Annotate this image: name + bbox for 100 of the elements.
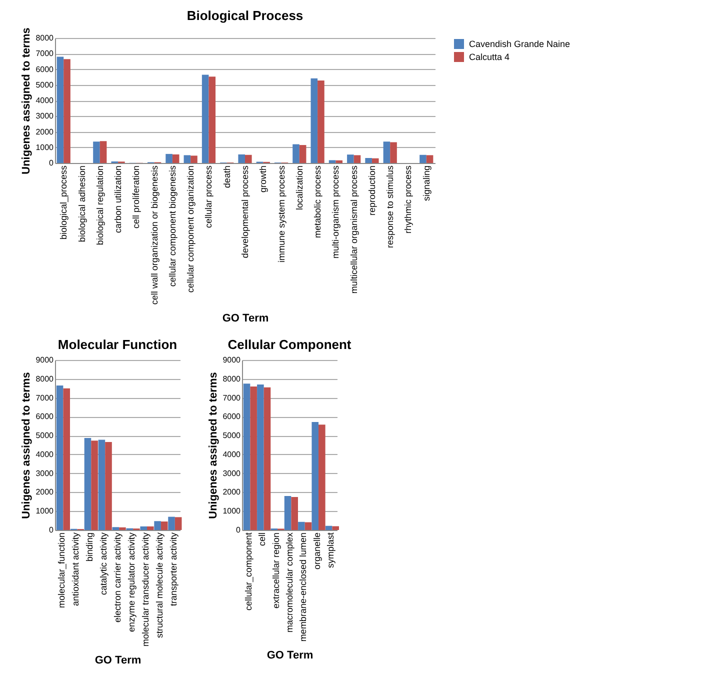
bar xyxy=(100,141,107,163)
y-tick-label: 2000 xyxy=(36,127,54,136)
x-tick-label: symplast xyxy=(326,532,336,568)
bar xyxy=(184,155,191,163)
bar xyxy=(238,154,245,163)
chart-title: Cellular Component xyxy=(228,337,352,352)
bar xyxy=(336,160,342,163)
y-tick-label: 3000 xyxy=(222,468,242,478)
bar xyxy=(190,156,198,163)
x-tick-label: transporter activity xyxy=(168,532,178,606)
y-tick-label: 5000 xyxy=(36,431,54,440)
y-tick-label: 6000 xyxy=(222,412,242,422)
y-tick-label: 3000 xyxy=(36,468,54,478)
bar xyxy=(154,521,161,530)
x-axis-title: GO Term xyxy=(222,312,269,325)
y-tick-label: 5000 xyxy=(222,431,242,440)
x-tick-label: localization xyxy=(294,166,304,210)
x-tick-label: binding xyxy=(84,532,95,562)
y-axis-title: Unigenes assigned to terms xyxy=(20,28,33,174)
bar xyxy=(64,59,70,163)
bar xyxy=(172,154,180,163)
x-tick-label: cellular component biogenesis xyxy=(167,165,178,287)
x-tick-label: structural molecule activity xyxy=(154,532,164,638)
bar xyxy=(98,440,106,530)
x-tick-label: electron carrier activity xyxy=(112,532,122,623)
x-axis-title: GO Term xyxy=(266,650,314,662)
x-tick-label: cellular process xyxy=(204,165,214,228)
x-tick-label: molecular_function xyxy=(56,532,67,608)
bar xyxy=(243,384,250,530)
y-tick-label: 7000 xyxy=(36,393,54,402)
x-tick-label: catalytic activity xyxy=(98,532,109,596)
x-tick-label: biological regulation xyxy=(94,166,105,246)
bar xyxy=(292,144,300,163)
bar xyxy=(119,527,126,530)
bar xyxy=(299,145,306,163)
bar xyxy=(325,526,332,530)
bar xyxy=(312,422,319,530)
y-tick-label: 0 xyxy=(49,526,54,534)
x-tick-label: extracellular region xyxy=(270,532,281,609)
chart-title: Molecular Function xyxy=(58,337,178,352)
bar xyxy=(310,78,318,163)
legend-label: Calcutta 4 xyxy=(469,52,510,62)
bar xyxy=(291,496,298,530)
y-tick-label: 0 xyxy=(49,158,54,168)
bar xyxy=(202,74,209,163)
bar xyxy=(257,384,264,530)
bar xyxy=(208,76,216,163)
bar xyxy=(298,522,305,530)
y-tick-label: 2000 xyxy=(222,488,242,497)
bar xyxy=(332,526,339,530)
y-tick-label: 0 xyxy=(236,526,242,534)
chart-title: Biological Process xyxy=(186,8,304,24)
y-tick-label: 8000 xyxy=(36,374,54,384)
x-tick-label: cellular_component xyxy=(243,532,254,611)
x-tick-label: cell xyxy=(257,532,268,546)
x-tick-label: death xyxy=(222,166,232,188)
bar xyxy=(140,526,147,530)
bar xyxy=(372,158,379,163)
bar xyxy=(318,424,326,530)
bar xyxy=(93,142,100,163)
bar xyxy=(347,154,354,163)
bar xyxy=(390,142,397,163)
bar xyxy=(56,386,64,530)
bar xyxy=(250,386,257,530)
y-axis-title: Unigenes assigned to terms xyxy=(208,372,220,519)
x-tick-label: developmental process xyxy=(240,165,250,258)
x-tick-label: membrane-enclosed lumen xyxy=(298,532,308,642)
y-tick-label: 5000 xyxy=(36,80,54,90)
y-tick-label: 7000 xyxy=(36,49,54,58)
bar xyxy=(420,154,426,163)
bar xyxy=(56,56,64,163)
bar xyxy=(426,155,434,163)
bar xyxy=(318,80,324,163)
bar xyxy=(245,154,252,163)
bar xyxy=(174,517,182,530)
x-tick-label: multicellular organismal process xyxy=(348,165,359,294)
x-tick-label: cell wall organization or biogenesis xyxy=(149,165,160,305)
y-axis-title: Unigenes assigned to terms xyxy=(20,372,33,519)
bar xyxy=(354,155,361,163)
bar xyxy=(91,440,98,530)
bar xyxy=(105,442,112,530)
x-tick-label: signaling xyxy=(421,166,432,202)
y-tick-label: 8000 xyxy=(36,34,54,42)
y-tick-label: 8000 xyxy=(222,374,242,384)
bar xyxy=(365,158,372,163)
bar xyxy=(383,142,390,163)
y-tick-label: 4000 xyxy=(36,450,54,459)
bar xyxy=(328,160,336,163)
x-tick-label: reproduction xyxy=(366,166,377,216)
bar xyxy=(146,526,154,530)
x-tick-label: multi-organism process xyxy=(330,165,341,259)
bar xyxy=(112,527,120,530)
bar xyxy=(264,387,271,530)
y-tick-label: 6000 xyxy=(36,64,54,74)
x-tick-label: rhythmic process xyxy=(403,165,414,234)
y-tick-label: 1000 xyxy=(222,506,242,516)
x-tick-label: cell proliferation xyxy=(131,166,142,229)
y-tick-label: 4000 xyxy=(222,450,242,459)
x-tick-label: molecular transducer activity xyxy=(140,532,150,647)
bar xyxy=(84,438,92,530)
